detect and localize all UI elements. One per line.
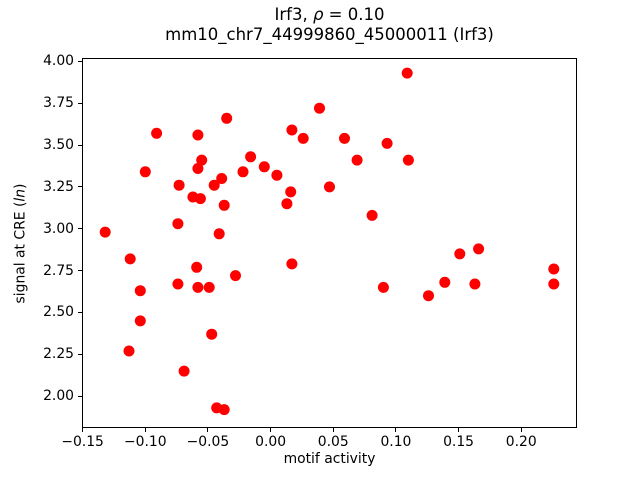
data-point <box>218 404 230 416</box>
data-point <box>285 186 297 198</box>
data-point <box>314 102 325 114</box>
data-point <box>377 281 389 293</box>
data-point <box>548 263 560 275</box>
y-tick-label: 2.75 <box>43 262 74 279</box>
data-point <box>281 198 293 210</box>
data-point <box>381 137 393 149</box>
y-tick-mark <box>78 144 82 146</box>
x-tick-mark <box>270 428 272 432</box>
data-point <box>172 218 184 230</box>
data-point <box>237 166 249 178</box>
x-tick-label: −0.15 <box>61 434 104 450</box>
data-point <box>339 132 350 144</box>
y-tick-label: 3.00 <box>43 220 74 237</box>
data-point <box>208 179 220 191</box>
data-point <box>548 278 560 290</box>
data-point <box>134 285 146 297</box>
y-axis-label: signal at CRE (ln) <box>12 183 29 304</box>
x-tick-label: 0.05 <box>317 434 349 450</box>
data-point <box>191 261 203 273</box>
y-tick-label: 3.25 <box>43 178 74 195</box>
data-point <box>351 154 363 166</box>
y-tick-mark <box>78 228 82 230</box>
x-axis-label: motif activity <box>283 451 376 467</box>
data-point <box>366 209 378 221</box>
y-tick-label: 3.50 <box>43 137 74 154</box>
x-tick-mark <box>332 428 334 432</box>
data-point <box>151 127 163 139</box>
title-rho-symbol: ρ <box>312 5 324 24</box>
title-prefix: Irf3, <box>274 5 313 24</box>
data-point <box>134 315 146 327</box>
plot-area <box>82 58 577 428</box>
scatter-points-layer <box>99 67 560 416</box>
x-tick-mark <box>144 428 146 432</box>
y-tick-label: 4.00 <box>43 53 74 70</box>
data-point <box>271 169 283 181</box>
data-point <box>206 328 218 340</box>
data-point <box>469 278 481 290</box>
data-point <box>192 281 204 293</box>
data-point <box>286 124 298 136</box>
chart-subtitle: mm10_chr7_44999860_45000011 (Irf3) <box>165 24 494 44</box>
data-point <box>454 248 466 260</box>
title-suffix: = 0.10 <box>323 5 385 24</box>
y-tick-mark <box>78 353 82 355</box>
data-point <box>99 226 111 238</box>
y-tick-mark <box>78 311 82 313</box>
data-point <box>258 161 270 173</box>
y-tick-label: 2.25 <box>43 346 74 363</box>
data-point <box>230 270 241 282</box>
data-point <box>194 193 206 205</box>
y-tick-label: 2.00 <box>43 388 74 405</box>
data-point <box>123 345 135 357</box>
y-tick-mark <box>78 186 82 188</box>
data-point <box>297 132 309 144</box>
data-point <box>192 163 204 174</box>
data-point <box>439 276 451 288</box>
y-tick-label: 2.50 <box>43 304 74 321</box>
y-tick-mark <box>78 395 82 397</box>
data-point <box>221 112 233 124</box>
y-tick-mark <box>78 102 82 104</box>
x-tick-mark <box>82 428 84 432</box>
x-tick-mark <box>458 428 460 432</box>
data-point <box>423 290 434 302</box>
data-point <box>213 228 225 240</box>
data-point <box>401 67 413 79</box>
x-tick-label: 0.10 <box>380 434 412 450</box>
y-tick-mark <box>78 270 82 272</box>
data-point <box>139 166 151 178</box>
y-tick-label: 3.75 <box>43 95 74 112</box>
x-tick-mark <box>395 428 397 432</box>
data-point <box>196 154 208 166</box>
x-tick-mark <box>520 428 522 432</box>
data-point <box>192 129 204 141</box>
data-point <box>245 151 257 163</box>
data-point <box>286 258 298 270</box>
data-point <box>178 365 190 377</box>
x-tick-label: 0.15 <box>443 434 475 450</box>
y-tick-mark <box>78 60 82 62</box>
x-tick-label: 0.20 <box>505 434 537 450</box>
data-point <box>172 278 184 290</box>
data-point <box>173 179 185 191</box>
x-tick-label: −0.10 <box>123 434 167 450</box>
data-point <box>324 181 335 193</box>
data-point <box>473 243 485 255</box>
chart-title-line1: Irf3, ρ = 0.10 <box>82 5 577 25</box>
data-point <box>216 173 228 184</box>
data-point <box>218 199 230 211</box>
x-tick-mark <box>207 428 209 432</box>
data-point <box>203 281 215 293</box>
x-tick-label: 0.00 <box>255 434 287 450</box>
x-tick-label: −0.05 <box>186 434 230 450</box>
chart-title: Irf3, ρ = 0.10 mm10_chr7_44999860_450000… <box>82 5 577 44</box>
data-point <box>124 253 136 265</box>
data-point <box>402 154 414 166</box>
